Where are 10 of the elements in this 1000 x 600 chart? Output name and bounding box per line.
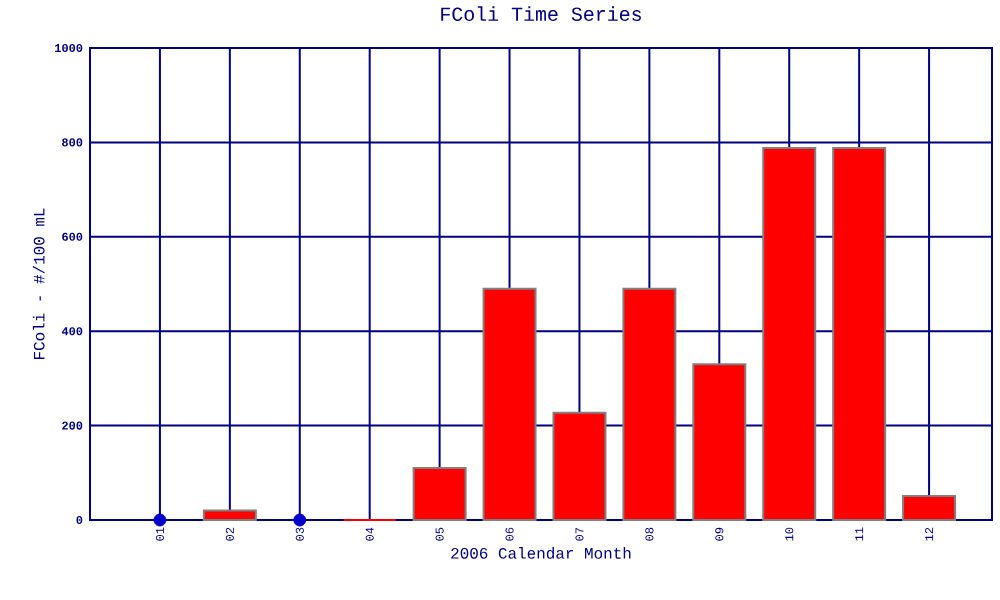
bar (762, 147, 817, 521)
bar (902, 494, 957, 521)
bar (412, 467, 467, 521)
bar (482, 287, 537, 521)
bar (622, 287, 677, 521)
bar (202, 509, 257, 521)
bar (832, 147, 887, 521)
bar (692, 363, 747, 521)
bar (552, 411, 607, 521)
chart-title: FColi Time Series (441, 6, 641, 21)
